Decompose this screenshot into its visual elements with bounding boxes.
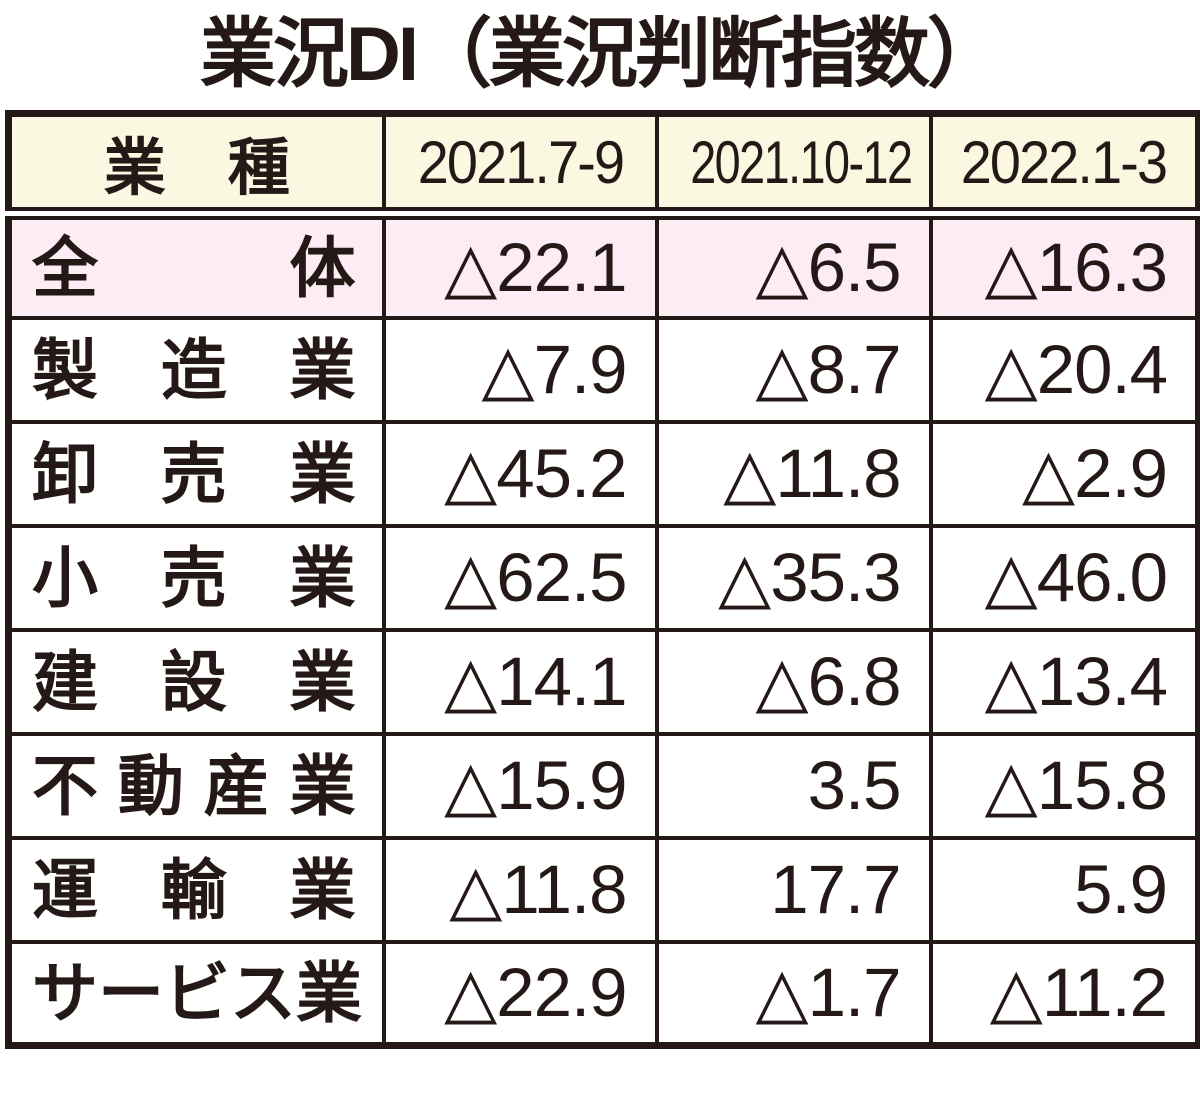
row-label-text: 運輸業 xyxy=(32,852,356,927)
table-row-manufacturing: 製造業 △7.9 △8.7 △20.4 xyxy=(6,315,1200,424)
value-cell: 3.5 xyxy=(654,731,933,840)
row-label-text: 卸売業 xyxy=(32,436,356,511)
column-header-period-1: 2021.7-9 xyxy=(381,111,659,220)
period-2-label: 2021.10-12 xyxy=(689,128,913,196)
row-label: サービス業 xyxy=(6,939,386,1048)
page-title: 業況DI（業況判断指数） xyxy=(200,12,1003,97)
period-1-label: 2021.7-9 xyxy=(417,128,624,196)
row-label: 卸売業 xyxy=(6,419,386,528)
table-row-transport: 運輸業 △11.8 17.7 5.9 xyxy=(6,835,1200,944)
column-header-period-2: 2021.10-12 xyxy=(654,111,933,220)
value-cell: △45.2 xyxy=(381,419,659,528)
value-cell: △6.8 xyxy=(654,627,933,736)
row-label: 建設業 xyxy=(6,627,386,736)
column-header-industry: 業 種 xyxy=(6,111,386,220)
row-label-text: サービス業 xyxy=(32,955,362,1030)
value-cell: △13.4 xyxy=(928,627,1200,736)
title-bar: 業況DI（業況判断指数） xyxy=(0,0,1200,110)
row-label: 運輸業 xyxy=(6,835,386,944)
table-row-overall: 全体 △22.1 △6.5 △16.3 xyxy=(6,211,1200,320)
row-label: 全体 xyxy=(6,211,386,320)
value-cell: △46.0 xyxy=(928,523,1200,632)
value-cell: △15.9 xyxy=(381,731,659,840)
value-cell: △1.7 xyxy=(654,939,933,1048)
value-cell: △62.5 xyxy=(381,523,659,632)
row-label: 小売業 xyxy=(6,523,386,632)
value-cell: △35.3 xyxy=(654,523,933,632)
value-cell: △22.1 xyxy=(381,211,659,320)
table-row-retail: 小売業 △62.5 △35.3 △46.0 xyxy=(6,523,1200,632)
value-cell: △6.5 xyxy=(654,211,933,320)
row-label: 製造業 xyxy=(6,315,386,424)
table-row-construction: 建設業 △14.1 △6.8 △13.4 xyxy=(6,627,1200,736)
row-label-text: 製造業 xyxy=(32,332,356,407)
row-label-text: 全体 xyxy=(32,230,356,305)
value-cell: 17.7 xyxy=(654,835,933,944)
row-label-text: 小売業 xyxy=(32,540,356,615)
table-body: 全体 △22.1 △6.5 △16.3 製造業 △7.9 △8.7 △20.4 … xyxy=(6,211,1200,1048)
table-header: 業 種 2021.7-9 2021.10-12 2022.1-3 xyxy=(6,111,1200,220)
value-cell: △8.7 xyxy=(654,315,933,424)
di-table: 業 種 2021.7-9 2021.10-12 2022.1-3 全体 △22.… xyxy=(5,110,1200,1049)
table-row-wholesale: 卸売業 △45.2 △11.8 △2.9 xyxy=(6,419,1200,528)
period-3-label: 2022.1-3 xyxy=(961,128,1168,196)
row-label-text: 建設業 xyxy=(32,644,356,719)
value-cell: △11.2 xyxy=(928,939,1200,1048)
column-header-period-3: 2022.1-3 xyxy=(928,111,1200,220)
row-label: 不動産業 xyxy=(6,731,386,840)
table-row-services: サービス業 △22.9 △1.7 △11.2 xyxy=(6,939,1200,1048)
row-label-text: 不動産業 xyxy=(32,748,356,823)
value-cell: 5.9 xyxy=(928,835,1200,944)
value-cell: △2.9 xyxy=(928,419,1200,528)
value-cell: △20.4 xyxy=(928,315,1200,424)
value-cell: △22.9 xyxy=(381,939,659,1048)
value-cell: △7.9 xyxy=(381,315,659,424)
value-cell: △14.1 xyxy=(381,627,659,736)
value-cell: △15.8 xyxy=(928,731,1200,840)
value-cell: △11.8 xyxy=(654,419,933,528)
value-cell: △11.8 xyxy=(381,835,659,944)
table-row-real-estate: 不動産業 △15.9 3.5 △15.8 xyxy=(6,731,1200,840)
value-cell: △16.3 xyxy=(928,211,1200,320)
header-row: 業 種 2021.7-9 2021.10-12 2022.1-3 xyxy=(6,111,1200,220)
